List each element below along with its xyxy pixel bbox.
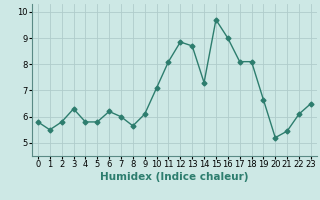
X-axis label: Humidex (Indice chaleur): Humidex (Indice chaleur)	[100, 172, 249, 182]
